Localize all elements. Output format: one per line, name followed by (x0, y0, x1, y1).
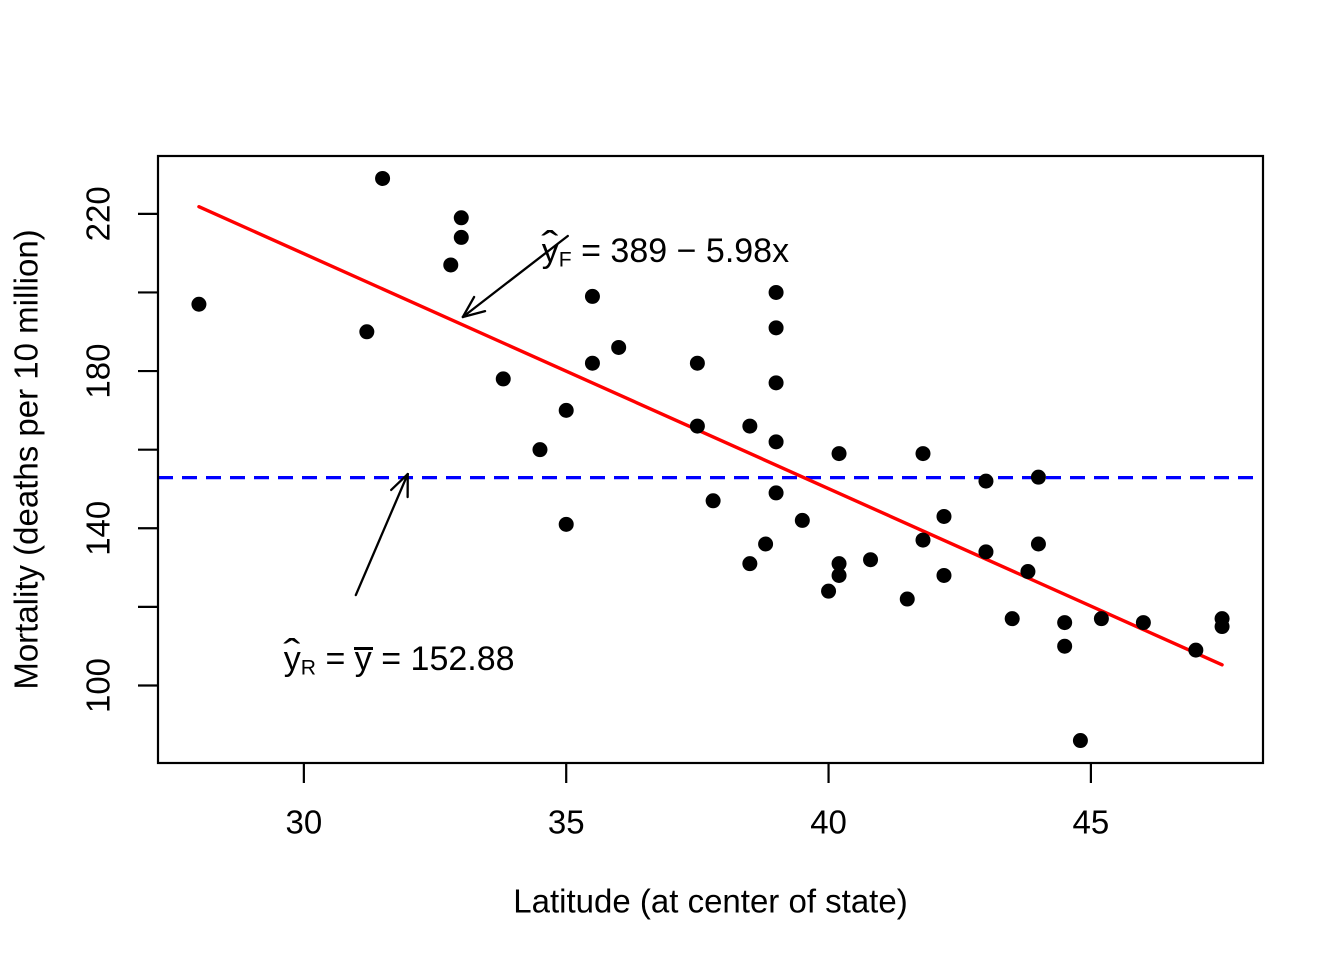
data-point (443, 257, 459, 273)
data-point (742, 418, 758, 434)
annotation-arrow-shaft (461, 234, 569, 319)
data-point (978, 544, 994, 560)
reduced-equation-eq2: = 152.88 (371, 640, 515, 678)
data-point (821, 583, 837, 599)
data-point (1093, 611, 1109, 627)
data-point (831, 446, 847, 462)
data-point (584, 288, 600, 304)
y-axis-title: Mortality (deaths per 10 million) (8, 229, 45, 689)
y-tick-label: 180 (80, 344, 117, 399)
data-point (978, 473, 994, 489)
y-base: y (354, 640, 372, 678)
data-point (532, 442, 548, 458)
data-point (689, 418, 705, 434)
data-point (453, 210, 469, 226)
data-point (558, 516, 574, 532)
data-point (453, 229, 469, 245)
data-point (831, 556, 847, 572)
annotation-arrow-head (461, 295, 476, 319)
data-point (1020, 564, 1036, 580)
annotation-arrow-head (461, 309, 487, 319)
x-tick-label: 30 (286, 804, 323, 841)
data-point (758, 536, 774, 552)
x-axis-title: Latitude (at center of state) (513, 883, 907, 920)
data-point (768, 375, 784, 391)
y-tick-label: 220 (80, 186, 117, 241)
hat-accent: ˆ (283, 631, 301, 676)
data-point (794, 512, 810, 528)
overline-bar (354, 647, 374, 650)
data-point (584, 355, 600, 371)
y-bar-symbol: y (354, 640, 374, 678)
data-point (768, 284, 784, 300)
plot-box (156, 154, 1265, 765)
y-tick-label: 140 (80, 501, 117, 556)
data-point (899, 591, 915, 607)
data-point (705, 493, 721, 509)
y-base: y (283, 640, 301, 678)
fitted-subscript: F (558, 248, 572, 272)
annotation-arrow-shaft (354, 472, 409, 597)
x-tick-label: 40 (810, 804, 847, 841)
data-point (558, 402, 574, 418)
data-point (768, 434, 784, 450)
data-point (831, 567, 847, 583)
data-point (375, 170, 391, 186)
data-point (359, 324, 375, 340)
data-point (191, 296, 207, 312)
data-point (936, 567, 952, 583)
reduced-equation-eq1: = (316, 640, 355, 678)
data-point (1057, 615, 1073, 631)
data-point (1057, 638, 1073, 654)
regression-line (197, 205, 1224, 667)
data-point (915, 446, 931, 462)
data-point (611, 339, 627, 355)
data-point (1188, 642, 1204, 658)
data-point (1135, 615, 1151, 631)
fitted-equation: = 389 − 5.98x (571, 232, 790, 270)
data-point (1004, 611, 1020, 627)
data-point (863, 552, 879, 568)
data-point (1030, 469, 1046, 485)
data-point (768, 320, 784, 336)
hat-accent: ˆ (541, 223, 559, 268)
y-base: y (541, 232, 559, 270)
data-point (1214, 611, 1230, 627)
x-tick-label: 35 (548, 804, 585, 841)
x-tick-label: 45 (1073, 804, 1110, 841)
data-point (915, 532, 931, 548)
data-point (742, 556, 758, 572)
data-point (1072, 733, 1088, 749)
fitted-line-annotation: ˆ yF = 389 − 5.98x (504, 200, 789, 302)
data-point (936, 508, 952, 524)
data-point (689, 355, 705, 371)
reduced-subscript: R (300, 656, 317, 680)
data-point (768, 485, 784, 501)
annotation-arrow-head (390, 472, 409, 492)
data-point (495, 371, 511, 387)
y-tick-label: 100 (80, 658, 117, 713)
mean-line-annotation: ˆ yR = y = 152.88 (246, 608, 515, 710)
data-point (1030, 536, 1046, 552)
